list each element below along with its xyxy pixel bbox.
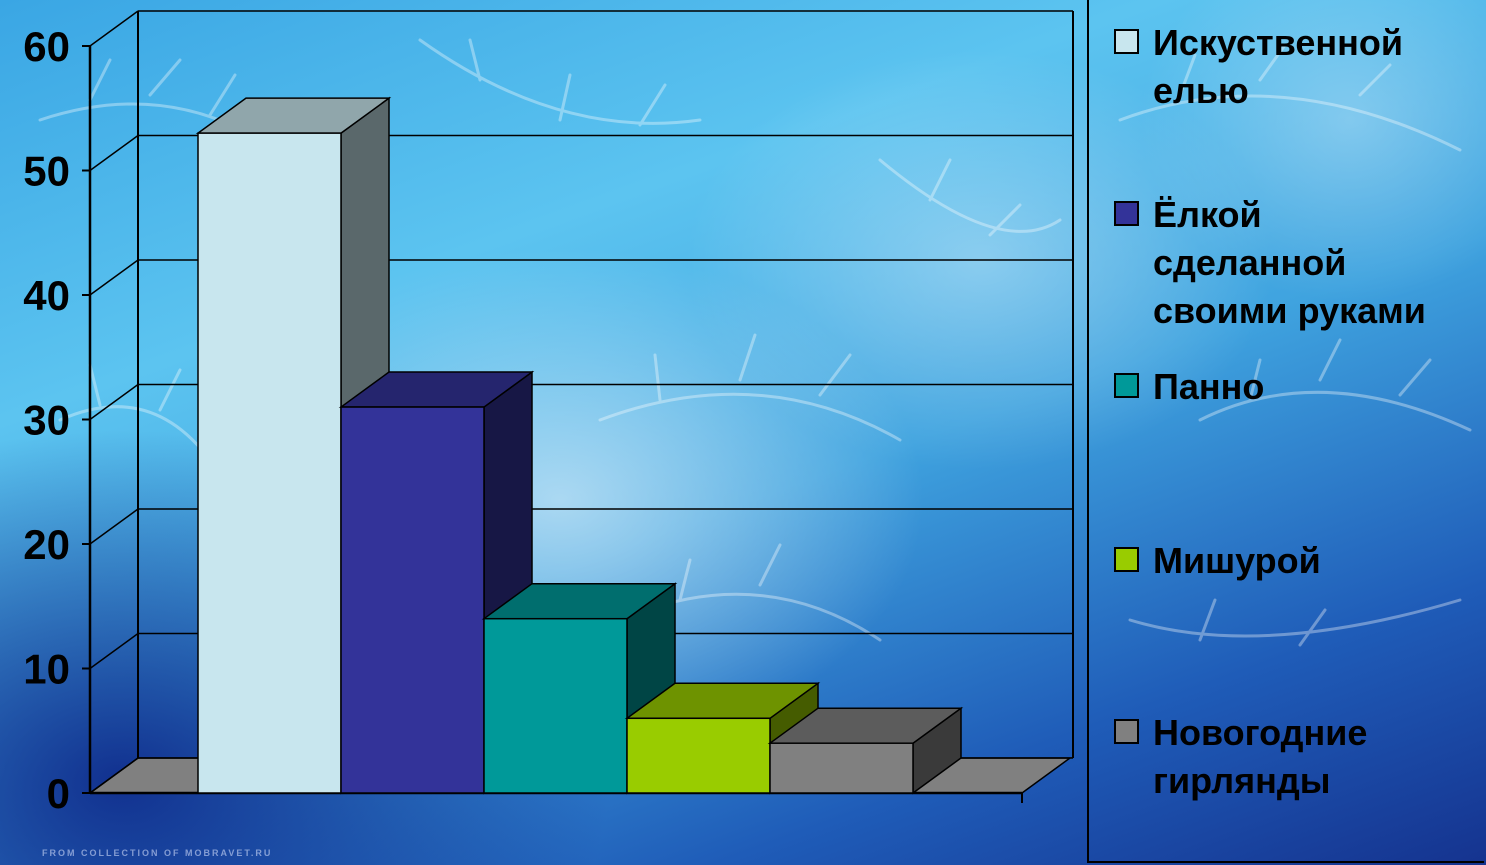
side-wall-gridline bbox=[89, 383, 139, 421]
legend-item: Мишурой bbox=[1114, 540, 1321, 581]
legend-swatch bbox=[1114, 547, 1139, 572]
legend-label: Мишурой bbox=[1153, 540, 1321, 581]
legend-label: Новогодние bbox=[1153, 712, 1367, 753]
legend-label: своими руками bbox=[1153, 290, 1426, 331]
y-tick-label: 60 bbox=[23, 23, 70, 70]
y-tick-label: 50 bbox=[23, 148, 70, 195]
legend-label: Искуственной bbox=[1153, 22, 1403, 63]
bar bbox=[481, 582, 678, 795]
y-tick-label: 40 bbox=[23, 272, 70, 319]
bar-front bbox=[197, 132, 342, 794]
bar-front bbox=[626, 717, 771, 794]
legend-label: сделанной bbox=[1153, 242, 1346, 283]
legend-box bbox=[1087, 0, 1484, 863]
bar-front bbox=[483, 617, 628, 794]
legend-swatch bbox=[1114, 29, 1139, 54]
legend-item: Ёлкой сделанной своими руками bbox=[1114, 194, 1426, 331]
side-wall-gridline bbox=[89, 757, 139, 794]
watermark-text: FROM COLLECTION OF MOBRAVET.RU bbox=[42, 848, 273, 858]
legend-item: Искуственной елью bbox=[1114, 22, 1403, 111]
bar bbox=[338, 370, 535, 795]
side-wall-gridline bbox=[89, 134, 139, 172]
legend-item: Панно bbox=[1114, 366, 1264, 407]
legend-swatch bbox=[1114, 373, 1139, 398]
side-wall-gridline bbox=[89, 632, 139, 670]
legend-label: елью bbox=[1153, 70, 1249, 111]
legend-label: Панно bbox=[1153, 366, 1264, 407]
bar-front bbox=[340, 406, 485, 794]
y-tick-label: 0 bbox=[47, 770, 70, 817]
side-wall-gridline bbox=[89, 10, 139, 47]
legend-swatch bbox=[1114, 719, 1139, 744]
side-wall-gridline bbox=[89, 259, 139, 296]
y-tick-label: 20 bbox=[23, 521, 70, 568]
side-wall-gridline bbox=[89, 508, 139, 545]
bar bbox=[767, 706, 964, 795]
legend-swatch bbox=[1114, 201, 1139, 226]
legend-label: Ёлкой bbox=[1153, 194, 1262, 235]
y-tick-label: 30 bbox=[23, 397, 70, 444]
legend-label: гирлянды bbox=[1153, 760, 1330, 801]
legend-item: Новогодние гирлянды bbox=[1114, 712, 1367, 801]
y-tick-label: 10 bbox=[23, 646, 70, 693]
bar-front bbox=[769, 742, 914, 794]
